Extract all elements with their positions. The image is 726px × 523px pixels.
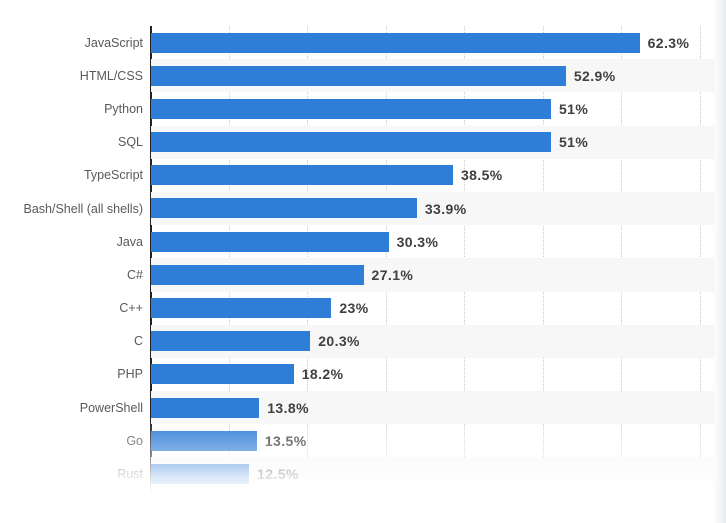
bar-row: TypeScript 38.5% <box>0 159 714 192</box>
bar[interactable] <box>151 298 332 318</box>
row-band: 12.5% <box>151 457 714 491</box>
category-label: PowerShell <box>79 400 143 415</box>
bar-row: Java 30.3% <box>0 225 714 258</box>
row-band: 30.3% <box>151 225 714 258</box>
row-band: 27.1% <box>151 258 714 292</box>
value-label: 30.3% <box>396 233 439 250</box>
bar[interactable] <box>151 397 260 418</box>
bar-row: Bash/Shell (all shells) 33.9% <box>0 191 714 226</box>
bar[interactable] <box>151 364 294 385</box>
row-band: 38.5% <box>151 159 714 192</box>
category-label: HTML/CSS <box>79 68 143 83</box>
value-label: 13.8% <box>267 399 309 416</box>
category-label: C <box>133 334 143 349</box>
y-axis-line <box>150 26 152 523</box>
row-band: 52.9% <box>151 59 714 93</box>
bar-row: PowerShell 13.8% <box>0 391 714 425</box>
value-label: 51% <box>558 134 589 151</box>
value-label: 52.9% <box>573 67 616 84</box>
value-label: 20.3% <box>318 333 360 350</box>
category-label: Java <box>116 234 143 249</box>
bar[interactable] <box>151 132 551 153</box>
category-label: SQL <box>117 135 143 150</box>
right-edge-shadow <box>712 0 726 523</box>
category-label: C# <box>127 267 143 282</box>
bar-row: Python 51% <box>0 92 714 125</box>
bar[interactable] <box>151 165 453 186</box>
category-label: C++ <box>119 301 143 316</box>
bar[interactable] <box>151 98 551 119</box>
bar-row: PHP 18.2% <box>0 358 714 391</box>
value-label: 23% <box>339 300 369 317</box>
row-band: 20.3% <box>151 324 714 358</box>
value-label: 38.5% <box>460 167 503 184</box>
row-band: 13.8% <box>151 391 714 425</box>
bar-row: HTML/CSS 52.9% <box>0 59 714 93</box>
value-label: 12.5% <box>257 466 299 483</box>
bar[interactable] <box>151 331 311 352</box>
bar-row: Go 13.5% <box>0 424 714 457</box>
row-band: 51% <box>151 92 714 125</box>
row-band: 23% <box>151 292 714 325</box>
value-label: 62.3% <box>647 34 690 51</box>
bar-row: Rust 12.5% <box>0 457 714 491</box>
bar-row: C++ 23% <box>0 292 714 325</box>
bar[interactable] <box>151 32 640 53</box>
value-label: 33.9% <box>424 200 467 217</box>
category-label: Python <box>104 101 143 116</box>
bar-row: C 20.3% <box>0 324 714 358</box>
category-label: Bash/Shell (all shells) <box>23 201 144 216</box>
value-label: 18.2% <box>301 366 344 383</box>
bar-row: JavaScript 62.3% <box>0 26 714 59</box>
bar-row: C# 27.1% <box>0 258 714 292</box>
bar[interactable] <box>151 231 389 252</box>
chart-rows: JavaScript 62.3% HTML/CSS 52.9% Python 5… <box>0 26 714 491</box>
value-label: 51% <box>558 100 589 117</box>
row-band: 18.2% <box>151 358 714 391</box>
bar[interactable] <box>151 430 257 451</box>
category-label: TypeScript <box>83 168 143 183</box>
row-band: 62.3% <box>151 26 714 59</box>
bar[interactable] <box>151 264 364 285</box>
category-label: Go <box>126 433 143 448</box>
category-label: JavaScript <box>84 35 143 50</box>
category-label: PHP <box>117 367 143 382</box>
bar[interactable] <box>151 198 417 219</box>
bar[interactable] <box>151 463 250 484</box>
bar-row: SQL 51% <box>0 125 714 159</box>
row-band: 33.9% <box>151 191 714 226</box>
row-band: 51% <box>151 125 714 159</box>
value-label: 27.1% <box>371 266 414 283</box>
category-label: Rust <box>117 467 143 482</box>
value-label: 13.5% <box>264 432 307 449</box>
row-band: 13.5% <box>151 424 714 457</box>
bar[interactable] <box>151 65 566 86</box>
